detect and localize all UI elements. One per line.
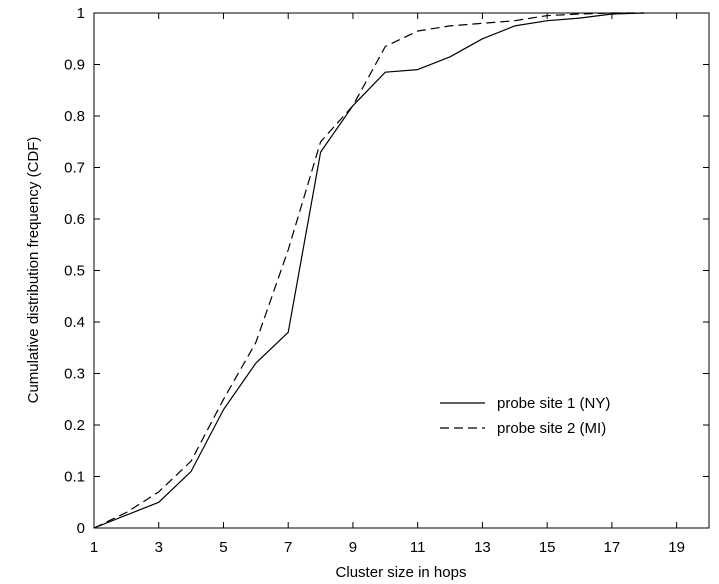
y-tick-label: 0.4 [64, 314, 85, 331]
series-line-2 [93, 12, 645, 529]
x-tick-label: 5 [219, 539, 227, 556]
ticks-layer: 1 3 5 7 9 11 13 15 17 1900.10.20.30.40.50.60.70.8… [64, 5, 709, 556]
y-tick-label: 0 [77, 520, 85, 537]
y-tick-label: 0.2 [64, 417, 85, 434]
legend-label-2: probe site 2 (MI) [497, 420, 606, 437]
plot-frame [93, 12, 710, 529]
series-line-1 [93, 12, 645, 529]
x-tick-label: 17 [604, 539, 621, 556]
y-tick-label: 0.6 [64, 211, 85, 228]
x-tick-label: 3 [155, 539, 163, 556]
x-tick-label: 7 [284, 539, 292, 556]
series-layer [93, 12, 645, 529]
y-tick-label: 0.1 [64, 469, 85, 486]
y-axis-label: Cumulative distribution frequency (CDF) [25, 137, 42, 404]
y-tick-label: 0.9 [64, 57, 85, 74]
x-axis-label: Cluster size in hops [336, 564, 467, 581]
legend: probe site 1 (NY) probe site 2 (MI) [440, 395, 610, 437]
y-tick-label: 1 [77, 5, 85, 22]
y-tick-label: 0.8 [64, 108, 85, 125]
y-tick-label: 0.7 [64, 160, 85, 177]
y-tick-label: 0.5 [64, 263, 85, 280]
x-tick-label: 9 [349, 539, 357, 556]
x-tick-label: 11 [410, 539, 426, 556]
y-tick-label: 0.3 [64, 366, 85, 383]
x-tick-label: 19 [668, 539, 685, 556]
x-tick-label: 15 [539, 539, 556, 556]
legend-label-1: probe site 1 (NY) [497, 395, 610, 412]
x-tick-label: 1 [90, 539, 98, 556]
x-tick-label: 13 [474, 539, 491, 556]
